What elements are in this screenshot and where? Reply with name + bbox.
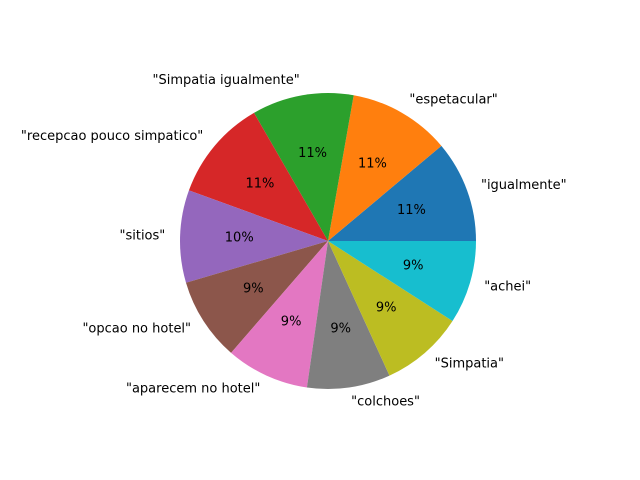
- pie-category-label: "Simpatia": [435, 357, 504, 372]
- pie-category-label: "aparecem no hotel": [126, 382, 260, 397]
- pie-percent-label: 11%: [397, 203, 426, 218]
- pie-slice: [328, 95, 442, 241]
- pie-percent-label: 11%: [358, 157, 387, 172]
- pie-slice: [186, 241, 328, 353]
- pie-category-label: "colchoes": [351, 395, 420, 410]
- pie-slice: [328, 145, 476, 241]
- pie-percent-label: 9%: [243, 282, 264, 297]
- pie-category-label: "igualmente": [481, 178, 567, 193]
- pie-percent-label: 11%: [246, 176, 275, 191]
- pie-slice: [188, 112, 328, 241]
- pie-category-label: "achei": [484, 279, 531, 294]
- pie-percent-label: 9%: [376, 301, 397, 316]
- pie-percent-label: 9%: [330, 321, 351, 336]
- pie-category-label: "espetacular": [409, 93, 497, 108]
- pie-category-label: "opcao no hotel": [82, 322, 191, 337]
- pie-slice: [180, 190, 328, 283]
- pie-percent-labels: 11% 11% 11% 11% 10% 9% 9% 9% 9% 9%: [225, 146, 426, 336]
- pie-slice: [328, 241, 476, 322]
- pie-percent-label: 10%: [225, 231, 254, 246]
- pie-slice: [254, 93, 354, 241]
- pie-slices: [180, 93, 476, 389]
- pie-percent-label: 11%: [298, 146, 327, 161]
- pie-slice: [231, 241, 328, 388]
- pie-percent-label: 9%: [403, 259, 424, 274]
- pie-category-labels: "igualmente" "espetacular" "Simpatia igual…: [21, 73, 567, 409]
- pie-slice: [306, 241, 390, 389]
- pie-category-label: "Simpatia igualmente": [153, 73, 300, 88]
- pie-slice: [328, 241, 453, 376]
- pie-category-label: "sitios": [119, 228, 165, 243]
- pie-category-label: "recepcao pouco simpatico": [21, 129, 203, 144]
- pie-percent-label: 9%: [281, 314, 302, 329]
